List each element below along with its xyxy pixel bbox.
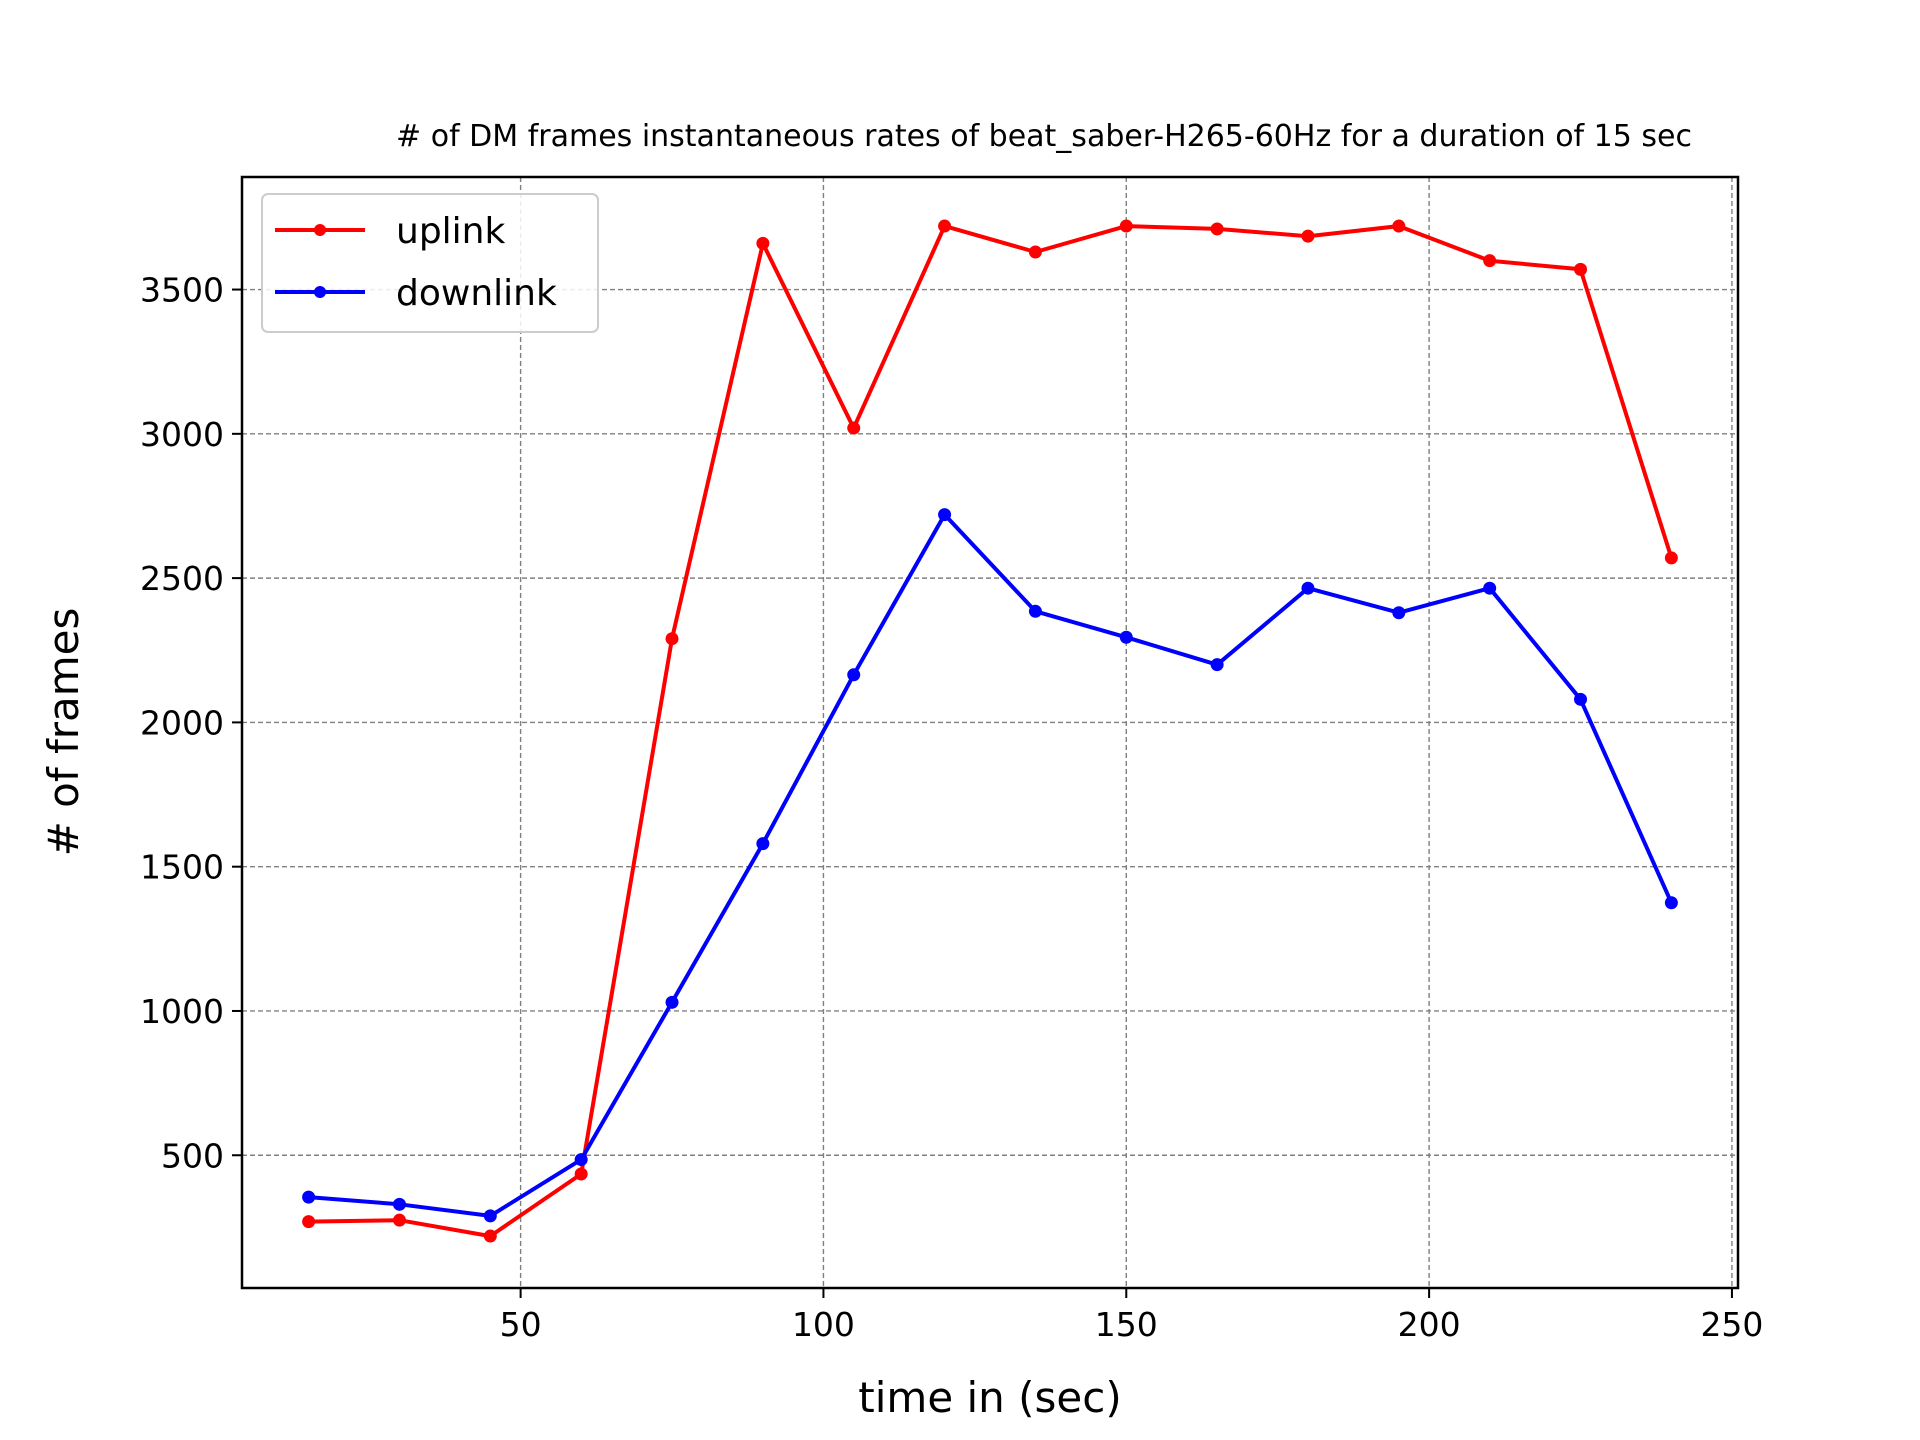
legend-uplink-label: uplink (396, 211, 505, 252)
data-point-uplink (392, 1213, 406, 1227)
legend-downlink-marker (314, 286, 326, 298)
x-tick-label: 50 (500, 1305, 542, 1344)
data-point-downlink (938, 508, 952, 522)
y-tick-label: 1500 (140, 848, 224, 887)
y-tick-label: 1000 (140, 992, 224, 1031)
data-point-downlink (1664, 896, 1678, 910)
x-tick-label: 250 (1700, 1305, 1763, 1344)
legend: uplink downlink (261, 193, 599, 333)
data-point-downlink (483, 1209, 497, 1223)
data-point-downlink (1392, 606, 1406, 620)
y-tick-label: 500 (161, 1136, 224, 1175)
plot-frame (240, 175, 1740, 1290)
data-point-uplink (938, 219, 952, 233)
series-layer (302, 219, 1678, 1243)
data-point-uplink (1392, 219, 1406, 233)
data-point-uplink (574, 1167, 588, 1181)
data-point-uplink (1301, 229, 1315, 243)
data-point-downlink (847, 668, 861, 682)
data-point-downlink (756, 837, 770, 851)
data-point-uplink (302, 1215, 316, 1229)
grid-lines (242, 177, 1738, 1288)
data-point-downlink (574, 1153, 588, 1167)
data-point-downlink (665, 995, 679, 1009)
y-tick-label: 2500 (140, 559, 224, 598)
data-point-downlink (1301, 581, 1315, 595)
data-point-uplink (756, 236, 770, 250)
y-axis-label: # of frames (39, 608, 88, 857)
y-tick-label: 3000 (140, 415, 224, 454)
axis-ticks: 50 100 150 200 250 500 1000 1500 2000 2500 3000 350… (140, 271, 1763, 1344)
series-line-uplink (308, 224, 1674, 1239)
data-point-uplink (1483, 254, 1497, 268)
chart-title: # of DM frames instantaneous rates of be… (396, 119, 1692, 154)
x-tick-label: 150 (1095, 1305, 1158, 1344)
y-tick-label: 3500 (140, 271, 224, 310)
data-point-uplink (1574, 262, 1588, 276)
data-point-uplink (1210, 222, 1224, 236)
legend-uplink-marker (314, 224, 326, 236)
data-point-uplink (1664, 551, 1678, 565)
y-tick-label: 2000 (140, 703, 224, 742)
x-tick-label: 200 (1398, 1305, 1461, 1344)
data-point-uplink (483, 1229, 497, 1243)
data-point-downlink (392, 1197, 406, 1211)
data-point-downlink (302, 1190, 316, 1204)
x-tick-label: 100 (792, 1305, 855, 1344)
data-point-downlink (1483, 581, 1497, 595)
data-point-uplink (1119, 219, 1133, 233)
data-point-downlink (1028, 604, 1042, 618)
x-axis-label: time in (sec) (858, 1373, 1121, 1422)
data-point-uplink (665, 632, 679, 646)
data-point-uplink (1028, 245, 1042, 259)
data-point-downlink (1574, 692, 1588, 706)
series-line-downlink (308, 512, 1674, 1218)
data-point-downlink (1210, 658, 1224, 672)
legend-downlink-label: downlink (396, 273, 557, 314)
data-point-downlink (1119, 630, 1133, 644)
data-point-uplink (847, 421, 861, 435)
